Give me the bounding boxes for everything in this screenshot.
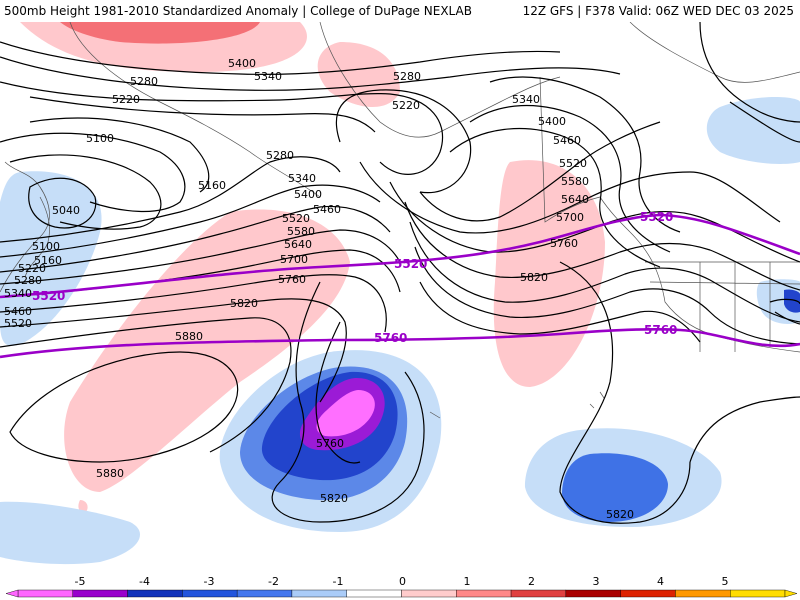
model-run-info: 12Z GFS | F378 Valid: 06Z WED DEC 03 202… bbox=[522, 4, 794, 18]
contour-label: 5520 bbox=[282, 212, 310, 225]
contour-label: 5760 bbox=[550, 237, 578, 250]
contour-label: 5340 bbox=[288, 172, 316, 185]
colorbar-swatch bbox=[565, 589, 621, 598]
contour-label: 5340 bbox=[512, 93, 540, 106]
contour-label: 5220 bbox=[18, 262, 46, 275]
reference-contour-labels: 5520 5520 5520 5760 5760 bbox=[32, 210, 677, 345]
contour-label-5760: 5760 bbox=[644, 323, 677, 337]
anomaly-colorbar: -5 -4 -3 -2 -1 0 1 2 3 4 5 bbox=[5, 575, 798, 598]
contour-label: 5040 bbox=[52, 204, 80, 217]
colorbar-swatch bbox=[72, 589, 128, 598]
contour-label: 5340 bbox=[4, 287, 32, 300]
colorbar-swatch bbox=[127, 589, 183, 598]
contour-label: 5820 bbox=[520, 271, 548, 284]
contour-label-5520: 5520 bbox=[32, 289, 65, 303]
negative-anomaly-shading bbox=[0, 97, 800, 565]
colorbar-swatch bbox=[510, 589, 567, 598]
colorbar-left-arrow bbox=[5, 589, 19, 598]
contour-label: 5100 bbox=[86, 132, 114, 145]
colorbar-swatch bbox=[346, 589, 402, 598]
contour-label: 5640 bbox=[561, 193, 589, 206]
colorbar-tick-label: -3 bbox=[204, 575, 215, 588]
contour-label: 5520 bbox=[559, 157, 587, 170]
contour-label: 5700 bbox=[280, 253, 308, 266]
contour-label: 5760 bbox=[278, 273, 306, 286]
contour-label: 5580 bbox=[561, 175, 589, 188]
contour-label: 5760 bbox=[316, 437, 344, 450]
colorbar-tick-labels: -5 -4 -3 -2 -1 0 1 2 3 4 5 bbox=[75, 575, 729, 588]
colorbar-swatch bbox=[17, 589, 73, 598]
colorbar-tick-label: 5 bbox=[722, 575, 729, 588]
contour-label: 5520 bbox=[4, 317, 32, 330]
colorbar-tick-label: -5 bbox=[75, 575, 86, 588]
colorbar-tick-label: -4 bbox=[139, 575, 150, 588]
positive-anomaly-shading bbox=[20, 22, 605, 528]
colorbar-swatch bbox=[675, 589, 731, 598]
colorbar-tick-label: 4 bbox=[657, 575, 664, 588]
contour-label: 5820 bbox=[230, 297, 258, 310]
contour-label: 5160 bbox=[34, 254, 62, 267]
colorbar-tick-label: -2 bbox=[268, 575, 279, 588]
colorbar-swatch bbox=[456, 589, 512, 598]
contour-label: 5400 bbox=[538, 115, 566, 128]
contour-label: 5820 bbox=[606, 508, 634, 521]
colorbar-swatch bbox=[182, 589, 238, 598]
contour-label: 5340 bbox=[254, 70, 282, 83]
contour-label: 5880 bbox=[175, 330, 203, 343]
map-header: 500mb Height 1981-2010 Standardized Anom… bbox=[0, 0, 800, 22]
contour-label: 5400 bbox=[294, 188, 322, 201]
contour-label: 5700 bbox=[556, 211, 584, 224]
contour-label: 5220 bbox=[112, 93, 140, 106]
contour-label: 5400 bbox=[228, 57, 256, 70]
contour-label: 5280 bbox=[393, 70, 421, 83]
contour-label: 5220 bbox=[392, 99, 420, 112]
colorbar-swatches bbox=[5, 589, 798, 598]
contour-label: 5160 bbox=[198, 179, 226, 192]
contour-label: 5580 bbox=[287, 225, 315, 238]
contour-label: 5460 bbox=[553, 134, 581, 147]
contour-label: 5100 bbox=[32, 240, 60, 253]
contour-labels: 5400 5340 5280 5280 5220 5220 5100 5160 … bbox=[4, 57, 634, 521]
contour-label: 5640 bbox=[284, 238, 312, 251]
contour-label-5520: 5520 bbox=[640, 210, 673, 224]
anomaly-map: 5400 5340 5280 5280 5220 5220 5100 5160 … bbox=[0, 22, 800, 574]
colorbar-swatch bbox=[620, 589, 676, 598]
contour-label: 5280 bbox=[266, 149, 294, 162]
contour-label: 5460 bbox=[313, 203, 341, 216]
colorbar-tick-label: 3 bbox=[593, 575, 600, 588]
colorbar-swatch bbox=[730, 589, 786, 598]
contour-label: 5460 bbox=[4, 305, 32, 318]
contour-label: 5280 bbox=[130, 75, 158, 88]
colorbar-tick-label: -1 bbox=[333, 575, 344, 588]
contour-label: 5280 bbox=[14, 274, 42, 287]
height-contours bbox=[0, 22, 800, 524]
contour-label-5760: 5760 bbox=[374, 331, 407, 345]
reference-contours bbox=[0, 213, 800, 359]
colorbar-right-arrow bbox=[784, 589, 798, 598]
contour-label-5520: 5520 bbox=[394, 257, 427, 271]
colorbar-tick-label: 2 bbox=[528, 575, 535, 588]
colorbar-swatch bbox=[401, 589, 457, 598]
contour-label: 5880 bbox=[96, 467, 124, 480]
map-title: 500mb Height 1981-2010 Standardized Anom… bbox=[4, 4, 472, 18]
colorbar-swatch bbox=[236, 589, 293, 598]
coastlines bbox=[0, 22, 800, 419]
contour-label: 5820 bbox=[320, 492, 348, 505]
colorbar-swatch bbox=[291, 589, 347, 598]
colorbar-tick-label: 0 bbox=[399, 575, 406, 588]
colorbar-tick-label: 1 bbox=[464, 575, 471, 588]
